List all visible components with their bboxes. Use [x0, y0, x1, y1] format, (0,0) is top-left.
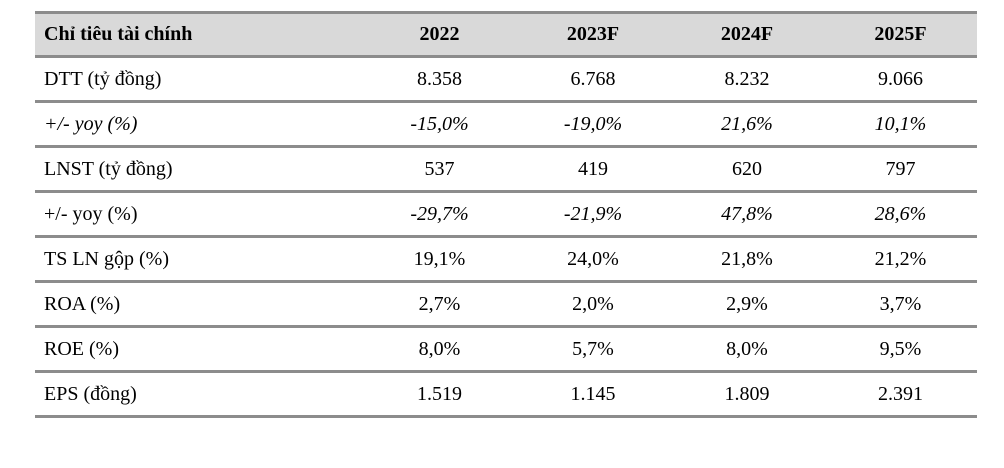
table-header-row: Chỉ tiêu tài chính 2022 2023F 2024F 2025…: [35, 12, 977, 57]
row-label: EPS (đồng): [44, 382, 137, 405]
table-row-eps: EPS (đồng) 1.519 1.145 1.809 2.391: [35, 372, 977, 417]
row-label: ROA (%): [44, 292, 121, 315]
cell-value: 2,7%: [418, 292, 461, 315]
row-label: ROE (%): [44, 337, 119, 360]
cell-value: 797: [885, 157, 916, 180]
cell-value: 9,5%: [879, 337, 922, 360]
header-metric-column: Chỉ tiêu tài chính: [44, 23, 193, 45]
row-label: +/- yoy (%): [44, 112, 138, 135]
cell-value: 8,0%: [418, 337, 461, 360]
cell-value: 8.358: [417, 67, 462, 90]
financial-metrics-table: Chỉ tiêu tài chính 2022 2023F 2024F 2025…: [35, 11, 977, 418]
cell-value: 2.391: [878, 382, 923, 405]
cell-value: 1.809: [724, 382, 770, 405]
table-row-gross-margin: TS LN gộp (%) 19,1% 24,0% 21,8% 21,2%: [35, 237, 977, 282]
cell-value: 620: [732, 157, 762, 180]
cell-value: 21,6%: [721, 112, 773, 135]
table-row-lnst-yoy: +/- yoy (%) -29,7% -21,9% 47,8% 28,6%: [35, 192, 977, 237]
cell-value: 8,0%: [726, 337, 768, 360]
cell-value: 9.066: [878, 67, 923, 90]
cell-value: 419: [578, 157, 608, 180]
cell-value: 5,7%: [572, 337, 614, 360]
header-year-2024f: 2024F: [720, 23, 774, 45]
row-label: LNST (tỷ đồng): [44, 157, 173, 180]
cell-value: 537: [424, 157, 455, 180]
table-row-roa: ROA (%) 2,7% 2,0% 2,9% 3,7%: [35, 282, 977, 327]
table-row-dtt-yoy: +/- yoy (%) -15,0% -19,0% 21,6% 10,1%: [35, 102, 977, 147]
cell-value: -19,0%: [563, 112, 623, 135]
cell-value: 10,1%: [874, 112, 927, 135]
cell-value: 24,0%: [567, 247, 619, 270]
cell-value: 1.519: [417, 382, 462, 405]
header-year-2022: 2022: [419, 23, 460, 45]
cell-value: -21,9%: [563, 202, 623, 225]
cell-value: 2,9%: [726, 292, 768, 315]
table-row-dtt: DTT (tỷ đồng) 8.358 6.768 8.232 9.066: [35, 57, 977, 102]
cell-value: 8.232: [724, 67, 770, 90]
cell-value: -15,0%: [410, 112, 469, 135]
cell-value: 6.768: [570, 67, 616, 90]
cell-value: 28,6%: [874, 202, 927, 225]
table-row-lnst: LNST (tỷ đồng) 537 419 620 797: [35, 147, 977, 192]
row-label: +/- yoy (%): [44, 202, 138, 225]
row-label: TS LN gộp (%): [44, 247, 169, 270]
cell-value: 3,7%: [879, 292, 922, 315]
header-year-2025f: 2025F: [874, 23, 927, 45]
cell-value: 21,8%: [721, 247, 773, 270]
cell-value: -29,7%: [410, 202, 469, 225]
row-label: DTT (tỷ đồng): [44, 67, 162, 90]
cell-value: 19,1%: [413, 247, 466, 270]
cell-value: 47,8%: [721, 202, 773, 225]
table-row-roe: ROE (%) 8,0% 5,7% 8,0% 9,5%: [35, 327, 977, 372]
cell-value: 2,0%: [572, 292, 614, 315]
header-year-2023f: 2023F: [566, 23, 620, 45]
cell-value: 21,2%: [874, 247, 927, 270]
cell-value: 1.145: [570, 382, 616, 405]
